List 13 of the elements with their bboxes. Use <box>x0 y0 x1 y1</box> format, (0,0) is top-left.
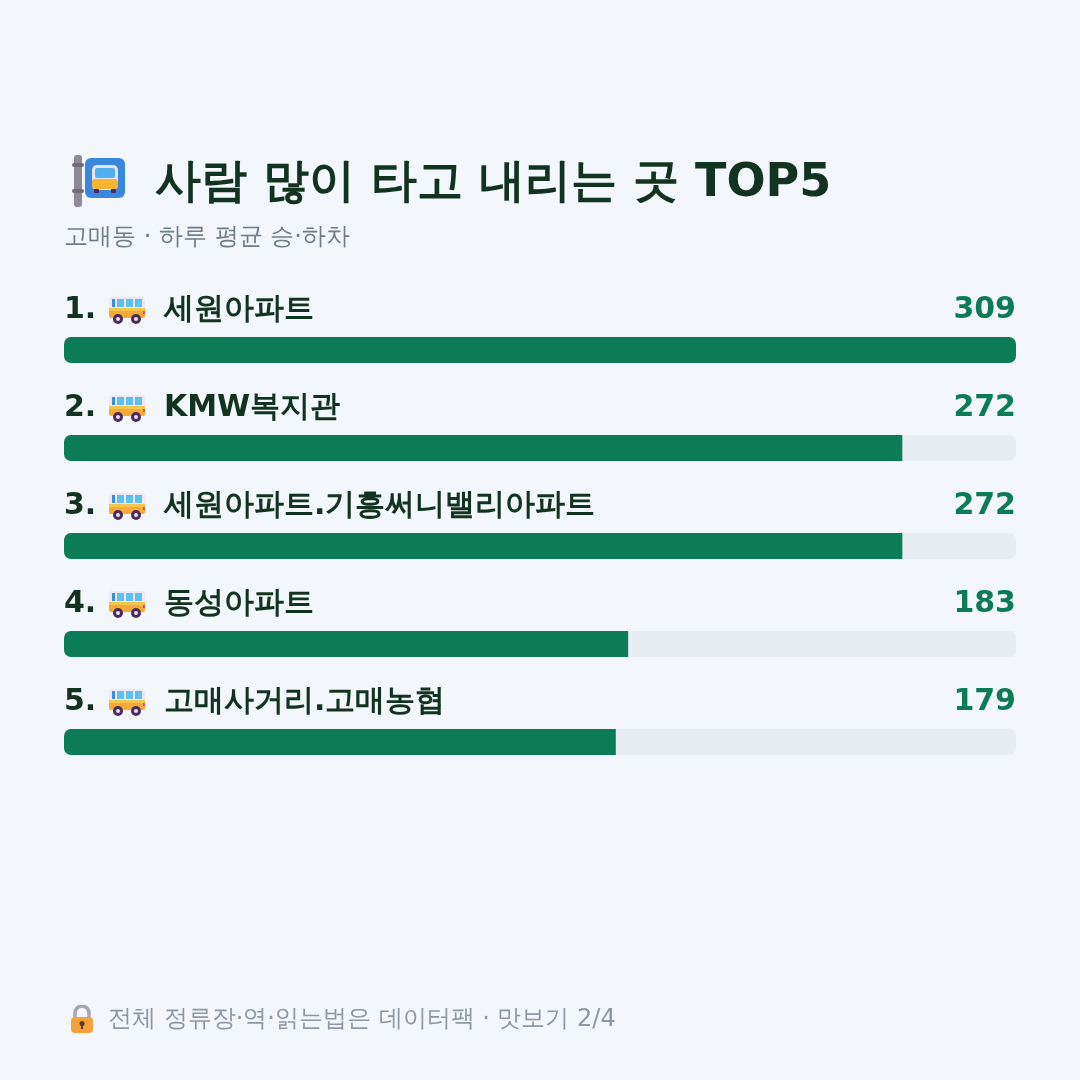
data-label: 309 <box>953 289 1016 325</box>
category-label: 1. 세원아파트 <box>64 289 314 325</box>
data-label: 183 <box>953 583 1016 619</box>
category-label: 2. KMW복지관 <box>64 387 341 423</box>
text: 전체 정류장·역·읽는법은 데이터팩 · 맛보기 2/4 <box>108 1004 616 1032</box>
chart-subtitle: 고매동 · 하루 평균 승·하차 <box>64 222 350 250</box>
data-label: 272 <box>953 485 1016 521</box>
category-label: 4. 동성아파트 <box>64 583 314 619</box>
category-label: 3. 세원아파트.기흥써니밸리아파트 <box>64 485 596 521</box>
data-label: 272 <box>953 387 1016 423</box>
category-label: 5. 고매사거리.고매농협 <box>64 681 446 717</box>
chart-title: 사람 많이 타고 내리는 곳 TOP5 <box>155 153 832 207</box>
data-label: 179 <box>953 681 1016 717</box>
